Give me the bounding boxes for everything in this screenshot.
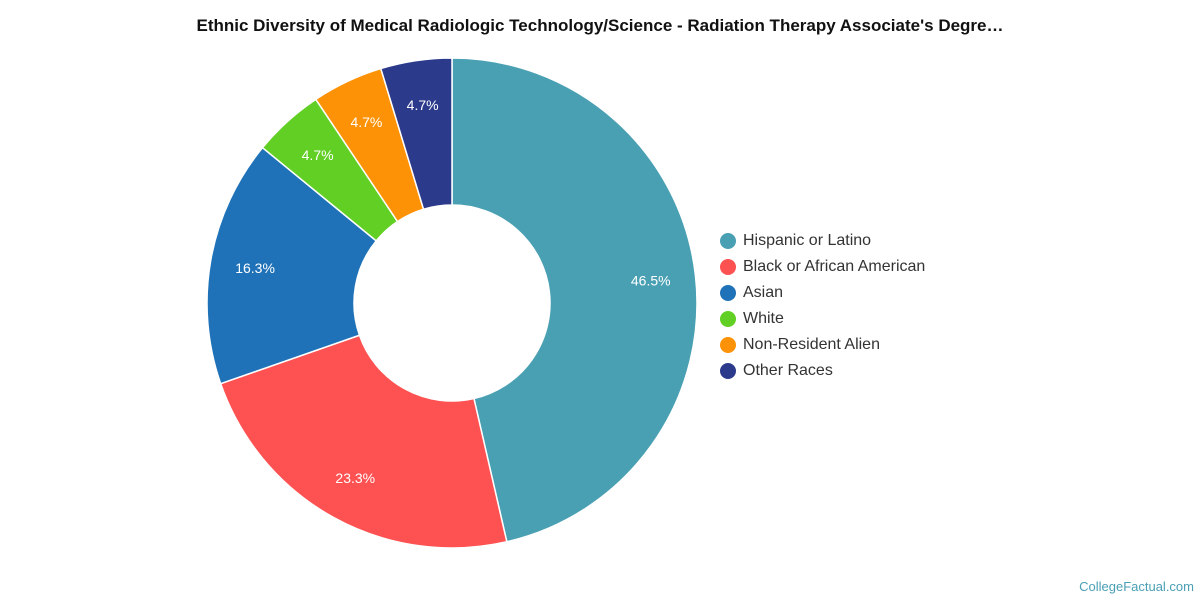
legend-label: Other Races	[743, 362, 833, 379]
slice-other-races[interactable]	[379, 57, 453, 211]
legend-item-asian[interactable]: Asian	[720, 280, 1020, 306]
donut-slice-labels: 46.5% 23.3% 16.3% 4.7% 4.7% 4.7%	[235, 97, 670, 486]
slice-label-non-resident-alien: 4.7%	[350, 114, 382, 130]
slice-label-hispanic-or-latino: 46.5%	[631, 272, 671, 288]
legend-swatch-icon	[720, 233, 736, 249]
legend-item-black-or-african-american[interactable]: Black or African American	[720, 254, 1020, 280]
legend-swatch-icon	[720, 363, 736, 379]
legend-swatch-icon	[720, 259, 736, 275]
slice-label-other-races: 4.7%	[407, 97, 439, 113]
legend-item-non-resident-alien[interactable]: Non-Resident Alien	[720, 332, 1020, 358]
legend-item-white[interactable]: White	[720, 306, 1020, 332]
chart-title: Ethnic Diversity of Medical Radiologic T…	[196, 16, 1004, 35]
legend-label: Black or African American	[743, 258, 926, 275]
legend-swatch-icon	[720, 311, 736, 327]
slice-hispanic-or-latino[interactable]	[451, 57, 698, 543]
legend-swatch-icon	[720, 285, 736, 301]
source-credit[interactable]: CollegeFactual.com	[1079, 579, 1194, 594]
slice-black-or-african-american[interactable]	[219, 334, 508, 549]
slice-label-asian: 16.3%	[235, 260, 275, 276]
donut-slices	[206, 57, 698, 549]
legend-swatch-icon	[720, 337, 736, 353]
legend-label: Asian	[743, 284, 784, 301]
legend-label: Non-Resident Alien	[743, 336, 880, 353]
slice-label-black-or-african-american: 23.3%	[335, 470, 375, 486]
legend-item-hispanic-or-latino[interactable]: Hispanic or Latino	[720, 228, 1020, 254]
legend-label: White	[743, 310, 784, 327]
legend-label: Hispanic or Latino	[743, 232, 872, 249]
slice-label-white: 4.7%	[302, 147, 334, 163]
legend-item-other-races[interactable]: Other Races	[720, 358, 1020, 384]
chart-legend: Hispanic or Latino Black or African Ameri…	[720, 228, 1020, 384]
